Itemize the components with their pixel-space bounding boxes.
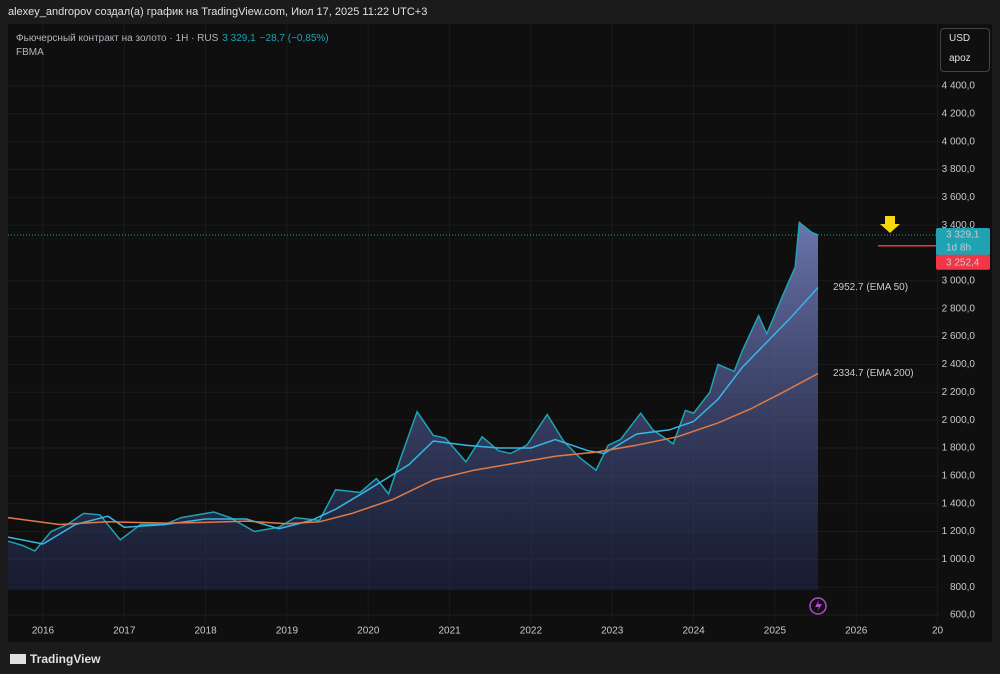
x-tick-label: 2020 (357, 626, 380, 637)
x-tick-label: 2026 (845, 626, 868, 637)
y-tick-label: 1 400,0 (942, 498, 976, 509)
y-tick-label: 4 000,0 (942, 136, 976, 147)
price-axis (940, 24, 992, 622)
x-tick-label: 2025 (764, 626, 787, 637)
x-tick-label: 2022 (520, 626, 543, 637)
arrow-icon[interactable] (880, 216, 900, 233)
y-tick-label: 2 600,0 (942, 331, 976, 342)
author-line: alexey_andropov создал(а) график на Trad… (8, 6, 428, 18)
x-tick-label: 2019 (276, 626, 299, 637)
price-change: −28,7 (−0,85%) (259, 33, 329, 44)
x-tick-label: 2024 (682, 626, 705, 637)
series-line (7, 372, 819, 526)
brand: TradingView (30, 652, 101, 666)
time-axis (8, 622, 992, 642)
y-tick-label: 2 400,0 (942, 359, 976, 370)
x-tick-label: 2016 (32, 626, 55, 637)
y-tick-label: 4 400,0 (942, 81, 976, 92)
event-icon[interactable] (809, 597, 827, 615)
logo (10, 654, 26, 664)
x-tick-label: 2021 (438, 626, 461, 637)
y-tick-label: 1 800,0 (942, 443, 976, 454)
y-tick-label: 600,0 (950, 610, 975, 621)
y-tick-label: 1 200,0 (942, 526, 976, 537)
x-tick-label: 2017 (113, 626, 136, 637)
marker-tag (936, 254, 990, 270)
y-tick-label: 3 400,0 (942, 220, 976, 231)
countdown-label: 1d 8h (946, 243, 971, 254)
marker-label: 3 252,4 (946, 257, 980, 268)
scale-button[interactable]: apoz (949, 53, 971, 64)
scale-buttons: USD apoz (940, 28, 990, 72)
y-tick-label: 1 000,0 (942, 554, 976, 565)
y-tick-label: 3 000,0 (942, 276, 976, 287)
end-label: 2952.7 (EMA 50) (833, 282, 908, 293)
y-tick-label: 2 200,0 (942, 387, 976, 398)
y-tick-label: 4 200,0 (942, 108, 976, 119)
currency-button[interactable]: USD (949, 33, 971, 44)
end-label: 2334.7 (EMA 200) (833, 368, 914, 379)
y-tick-label: 2 000,0 (942, 415, 976, 426)
y-tick-label: 1 600,0 (942, 470, 976, 481)
last-price-label: 3 329,1 (946, 230, 980, 241)
y-tick-label: 2 800,0 (942, 303, 976, 314)
last-price-tag (936, 228, 990, 257)
last-price: 3 329,1 (222, 33, 256, 44)
x-tick-label: 20 (932, 626, 944, 637)
event-icon-bolt (815, 600, 822, 612)
y-tick-label: 800,0 (950, 582, 975, 593)
x-tick-label: 2023 (601, 626, 624, 637)
y-tick-label: 3 600,0 (942, 192, 976, 203)
price-area (8, 222, 819, 590)
symbol-title: Фьючерсный контракт на золото · 1H · RUS (16, 33, 219, 44)
series-line (7, 220, 819, 552)
indicator-name: FBMA (16, 47, 44, 58)
legend: Фьючерсный контракт на золото · 1H · RUS… (16, 32, 329, 60)
y-tick-label: 3 800,0 (942, 164, 976, 175)
series-line (7, 286, 819, 545)
x-tick-label: 2018 (194, 626, 217, 637)
